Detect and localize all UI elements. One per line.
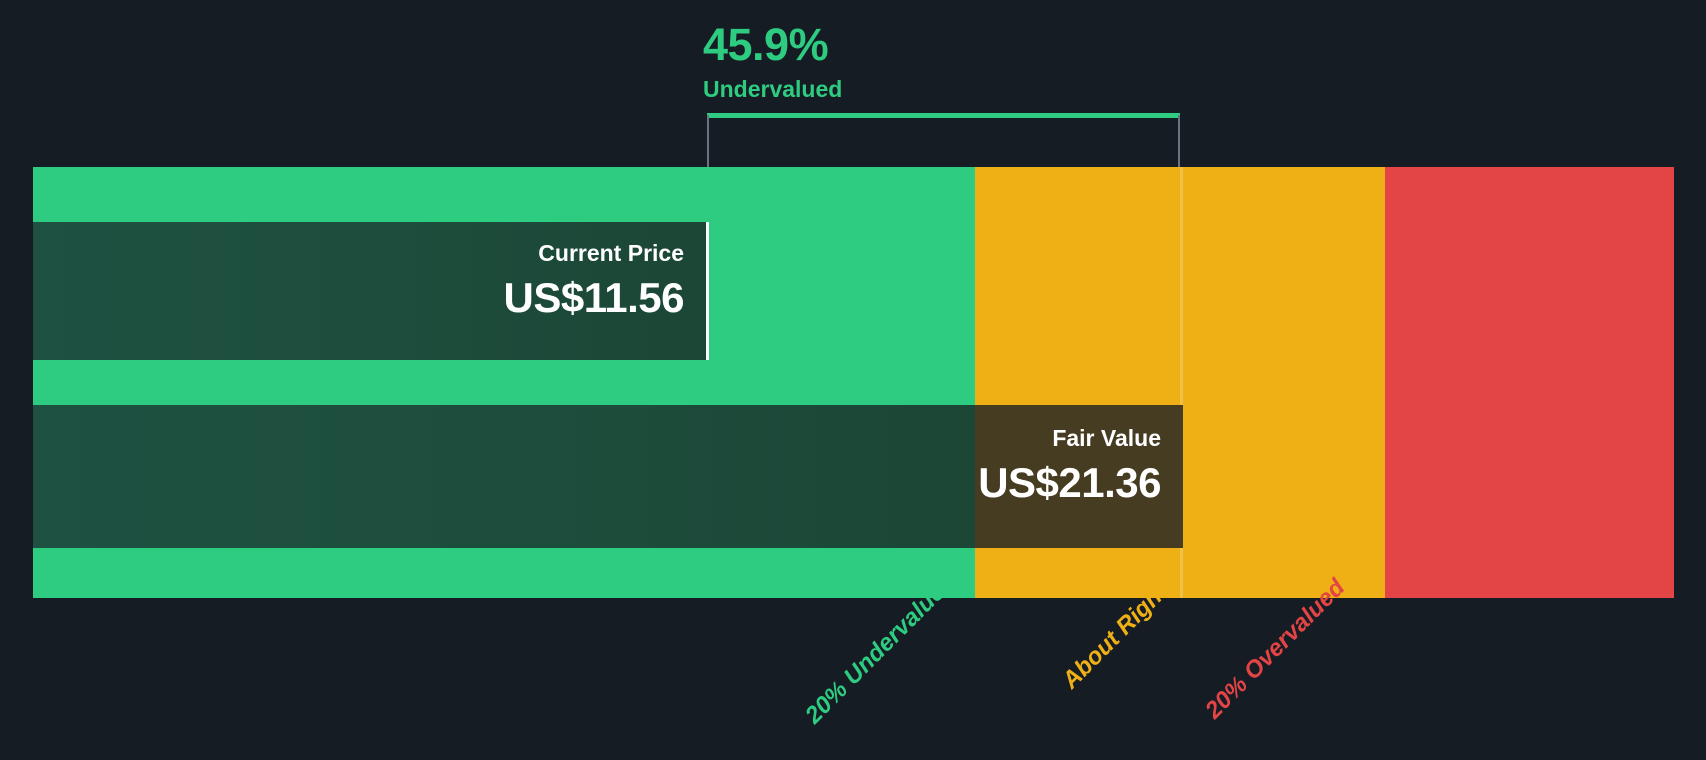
fair-value-bar-amber-segment bbox=[975, 405, 1183, 548]
valuation-status-label: Undervalued bbox=[703, 76, 843, 102]
fair-value-label: Fair Value bbox=[1052, 425, 1161, 451]
zone-overvalued bbox=[1385, 167, 1674, 598]
discount-bracket-top bbox=[707, 113, 1180, 118]
current-price-value: US$11.56 bbox=[503, 274, 685, 321]
fair-value-marker-line bbox=[1180, 167, 1183, 598]
current-price-bar: Current Price US$11.56 bbox=[33, 222, 709, 360]
fair-value-bar-green-segment bbox=[33, 405, 975, 548]
discount-percent: 45.9% bbox=[703, 19, 829, 70]
discount-bracket bbox=[707, 115, 1180, 168]
fair-value-bar: Fair Value US$21.36 bbox=[33, 405, 1183, 548]
fair-value-value: US$21.36 bbox=[978, 459, 1161, 506]
current-price-label: Current Price bbox=[538, 240, 684, 266]
